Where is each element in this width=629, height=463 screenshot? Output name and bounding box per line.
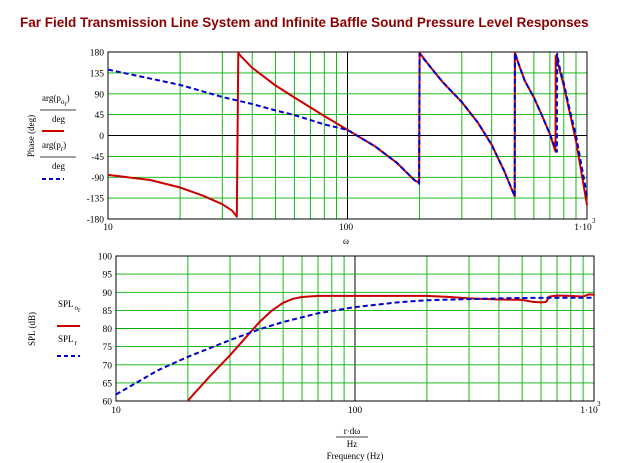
phase-y-tick-label: 45 [95, 111, 105, 121]
spl-x-tick-label: 1·10 [580, 406, 598, 416]
phase-x-tick-label: 1·10 [574, 223, 592, 233]
spl-grid [116, 256, 594, 401]
phase-y-tick-label: -180 [87, 216, 105, 226]
spl-y-tick-label: 80 [103, 325, 113, 335]
spl-legend: SPLor SPLr [57, 299, 81, 357]
spl-x-axis-num: r·dω [344, 426, 360, 436]
spl-series-line-tl [187, 293, 595, 402]
phase-y-tick-label: 135 [90, 69, 105, 79]
phase-y-tick-label: 180 [90, 49, 105, 59]
spl-x-axis-title: Frequency (Hz) [327, 451, 384, 461]
legend-tl-spl-label: SPLor [58, 299, 81, 314]
spl-y-tick-label: 90 [103, 289, 113, 299]
phase-plot-frame [107, 51, 588, 220]
legend-ib-phase-den: deg [52, 161, 65, 171]
spl-chart: 100 95 90 85 80 75 70 65 60 10 100 1·10 3 r·dω H… [27, 253, 601, 462]
spl-y-tick-label: 95 [103, 271, 113, 281]
phase-series-line-ib [107, 51, 588, 198]
spl-y-tick-label: 75 [103, 343, 113, 353]
spl-y-tick-labels: 100 95 90 85 80 75 70 65 60 [98, 253, 113, 408]
spl-plot-frame [115, 255, 595, 402]
spl-y-tick-label: 70 [103, 361, 113, 371]
legend-tl-phase-num: arg(por) [42, 93, 70, 108]
spl-y-tick-label: 65 [103, 379, 113, 389]
legend-ib-phase-num: arg(pr) [42, 140, 66, 153]
spl-series-line-ib [115, 296, 594, 396]
spl-x-axis-den: Hz [347, 439, 358, 449]
legend-ib-spl-label: SPLr [58, 334, 78, 347]
legend-tl-phase-den: deg [52, 114, 65, 124]
spl-y-tick-label: 85 [103, 307, 113, 317]
phase-x-tick-exponent: 3 [592, 217, 596, 225]
phase-y-tick-label: 0 [99, 132, 104, 142]
phase-y-tick-labels: 180 135 90 45 0 -45 -90 -135 -180 [87, 49, 105, 226]
spl-y-axis-title: SPL (dB) [27, 312, 37, 346]
phase-y-tick-label: -135 [87, 195, 105, 205]
phase-x-axis-label: ω [343, 236, 349, 246]
spl-x-tick-label: 10 [111, 406, 121, 416]
phase-x-tick-label: 100 [339, 223, 354, 233]
spl-x-tick-labels: 10 100 1·10 3 [111, 400, 601, 416]
phase-legend: arg(por) deg arg(pr) deg [40, 93, 76, 180]
phase-x-tick-labels: 10 100 1·10 3 [103, 217, 596, 233]
phase-y-axis-title: Phase (deg) [26, 115, 36, 157]
spl-y-tick-label: 60 [103, 398, 113, 408]
phase-y-tick-label: -90 [91, 174, 104, 184]
spl-x-tick-label: 100 [348, 406, 363, 416]
spl-y-tick-label: 100 [98, 253, 113, 263]
phase-y-tick-label: -45 [91, 153, 104, 163]
phase-series [107, 51, 588, 218]
phase-y-tick-label: 90 [95, 90, 105, 100]
spl-series [115, 293, 595, 402]
chart-title: Far Field Transmission Line System and I… [20, 15, 589, 30]
phase-x-tick-label: 10 [103, 223, 113, 233]
spl-x-tick-exponent: 3 [597, 400, 601, 408]
